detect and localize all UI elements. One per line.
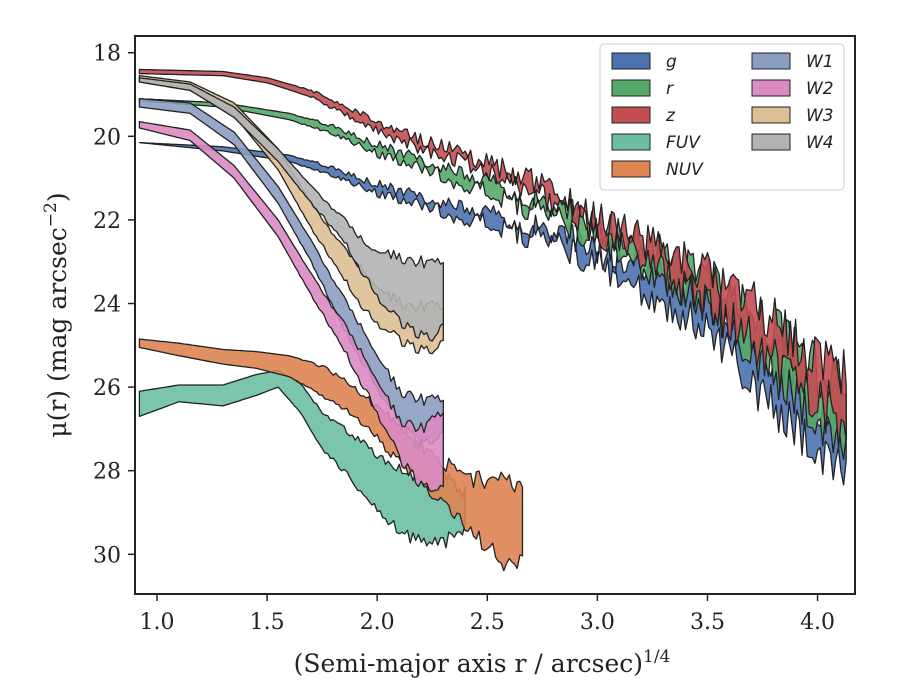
- x-tick-label: 2.5: [470, 610, 505, 635]
- legend-swatch-w3: [751, 106, 791, 124]
- legend-swatch-w4: [751, 133, 791, 151]
- y-tick-label: 24: [93, 293, 121, 318]
- x-tick-label: 3.5: [690, 610, 725, 635]
- legend-label-fuv: FUV: [666, 133, 701, 153]
- y-tick-label: 22: [93, 209, 121, 234]
- series-band-nuv: [138, 338, 524, 572]
- y-tick-label: 20: [93, 125, 121, 150]
- legend-swatch-nuv: [611, 160, 651, 178]
- y-tick-label: 30: [93, 543, 121, 568]
- x-axis-label: (Semi-major axis r / arcsec)1/4: [294, 647, 671, 678]
- legend-swatch-r: [611, 79, 651, 97]
- x-tick-label: 2.0: [360, 610, 395, 635]
- legend: grz FUV NUV W1 W2 W3 W4: [599, 43, 845, 191]
- series-band-z: [138, 68, 847, 449]
- legend-label-w2: W2: [806, 79, 834, 99]
- legend-swatch-fuv: [611, 133, 651, 151]
- x-tick-label: 4.0: [800, 610, 835, 635]
- legend-label-z: z: [665, 106, 676, 126]
- legend-swatch-z: [611, 106, 651, 124]
- legend-label-w4: W4: [806, 133, 834, 153]
- legend-label-r: r: [666, 79, 674, 99]
- plot-frame: [134, 35, 856, 595]
- y-axis-ticks: 18 20 22 24 26 28 30: [93, 42, 135, 568]
- y-tick-label: 28: [93, 460, 121, 485]
- series-band-w4: [138, 77, 444, 342]
- legend-label-w3: W3: [806, 106, 834, 126]
- x-tick-label: 1.5: [250, 610, 285, 635]
- legend-swatch-g: [611, 52, 651, 70]
- x-tick-label: 3.0: [580, 610, 615, 635]
- series-band-w2: [138, 121, 444, 493]
- y-axis-label: μ(r) (mag arcsec−2): [41, 192, 72, 437]
- legend-swatch-w1: [751, 52, 791, 70]
- legend-label-w1: W1: [806, 52, 834, 72]
- legend-label-nuv: NUV: [666, 160, 704, 180]
- legend-swatch-w2: [751, 79, 791, 97]
- x-tick-label: 1.0: [140, 610, 175, 635]
- y-tick-label: 26: [93, 376, 121, 401]
- series-layer: [138, 68, 847, 572]
- x-axis-ticks: 1.0 1.5 2.0 2.5 3.0 3.5 4.0: [140, 594, 835, 635]
- legend-label-g: g: [666, 52, 677, 72]
- y-tick-label: 18: [93, 42, 121, 67]
